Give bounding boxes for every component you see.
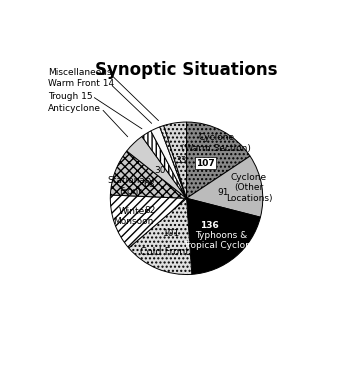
- Text: Winter
Monsoon: Winter Monsoon: [113, 207, 153, 226]
- Wedge shape: [160, 125, 186, 198]
- Text: Typhoons &
Tropical Cyclones: Typhoons & Tropical Cyclones: [183, 231, 261, 250]
- Text: 101: 101: [163, 229, 181, 238]
- Wedge shape: [186, 156, 263, 217]
- Text: Miscellaneous: Miscellaneous: [48, 68, 111, 77]
- Text: 68: 68: [144, 180, 155, 189]
- Text: 30: 30: [154, 166, 166, 175]
- Wedge shape: [151, 127, 186, 198]
- Wedge shape: [164, 122, 186, 198]
- Wedge shape: [186, 198, 260, 274]
- Text: Trough 15: Trough 15: [48, 92, 92, 101]
- Wedge shape: [186, 122, 250, 198]
- Text: 91: 91: [217, 188, 228, 197]
- Text: Cyclone
(Warm Section): Cyclone (Warm Section): [181, 134, 251, 153]
- Wedge shape: [129, 198, 192, 275]
- Text: Stationary
Front: Stationary Front: [107, 176, 154, 196]
- Text: Cyclone
(Other
Locations): Cyclone (Other Locations): [226, 173, 272, 203]
- Wedge shape: [142, 131, 186, 198]
- Text: 107: 107: [196, 159, 215, 168]
- Text: 82: 82: [145, 206, 156, 215]
- Text: Anticyclone: Anticyclone: [48, 104, 101, 113]
- Wedge shape: [110, 151, 186, 198]
- Text: Synoptic Situations: Synoptic Situations: [95, 61, 278, 79]
- Text: 33: 33: [175, 156, 186, 165]
- Wedge shape: [110, 195, 186, 248]
- Text: Cold Front: Cold Front: [140, 247, 189, 257]
- Text: Warm Front 14: Warm Front 14: [48, 80, 114, 88]
- Text: 136: 136: [199, 221, 218, 230]
- Wedge shape: [127, 137, 186, 198]
